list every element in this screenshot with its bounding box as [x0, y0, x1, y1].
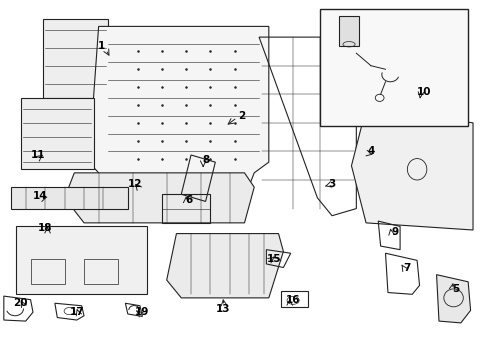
- Bar: [16, 226, 147, 294]
- Text: 4: 4: [366, 147, 374, 157]
- Text: 14: 14: [33, 191, 47, 201]
- Polygon shape: [436, 275, 469, 323]
- Text: 5: 5: [451, 284, 459, 294]
- Bar: [339, 16, 358, 46]
- Text: 15: 15: [266, 253, 280, 264]
- Polygon shape: [11, 187, 127, 208]
- Text: 8: 8: [202, 156, 209, 165]
- Text: 1: 1: [97, 41, 104, 51]
- Text: 18: 18: [38, 223, 52, 233]
- Bar: [21, 98, 94, 169]
- Text: 19: 19: [135, 307, 149, 317]
- Text: 16: 16: [285, 295, 300, 305]
- Bar: [84, 258, 118, 284]
- Text: 6: 6: [184, 195, 192, 204]
- Text: 17: 17: [69, 307, 84, 317]
- Polygon shape: [166, 234, 283, 298]
- Bar: [42, 19, 108, 98]
- Text: 10: 10: [416, 87, 431, 98]
- Text: 20: 20: [14, 298, 28, 308]
- Polygon shape: [351, 109, 472, 230]
- Text: 2: 2: [238, 111, 245, 121]
- Polygon shape: [64, 173, 254, 223]
- Polygon shape: [89, 26, 268, 198]
- Bar: [281, 291, 307, 307]
- Text: 7: 7: [403, 262, 410, 273]
- Text: 12: 12: [127, 179, 142, 189]
- Text: 9: 9: [391, 227, 398, 237]
- Text: 3: 3: [328, 179, 335, 189]
- Bar: [319, 9, 467, 126]
- Bar: [30, 258, 64, 284]
- Text: 13: 13: [215, 303, 229, 314]
- Text: 11: 11: [31, 150, 45, 160]
